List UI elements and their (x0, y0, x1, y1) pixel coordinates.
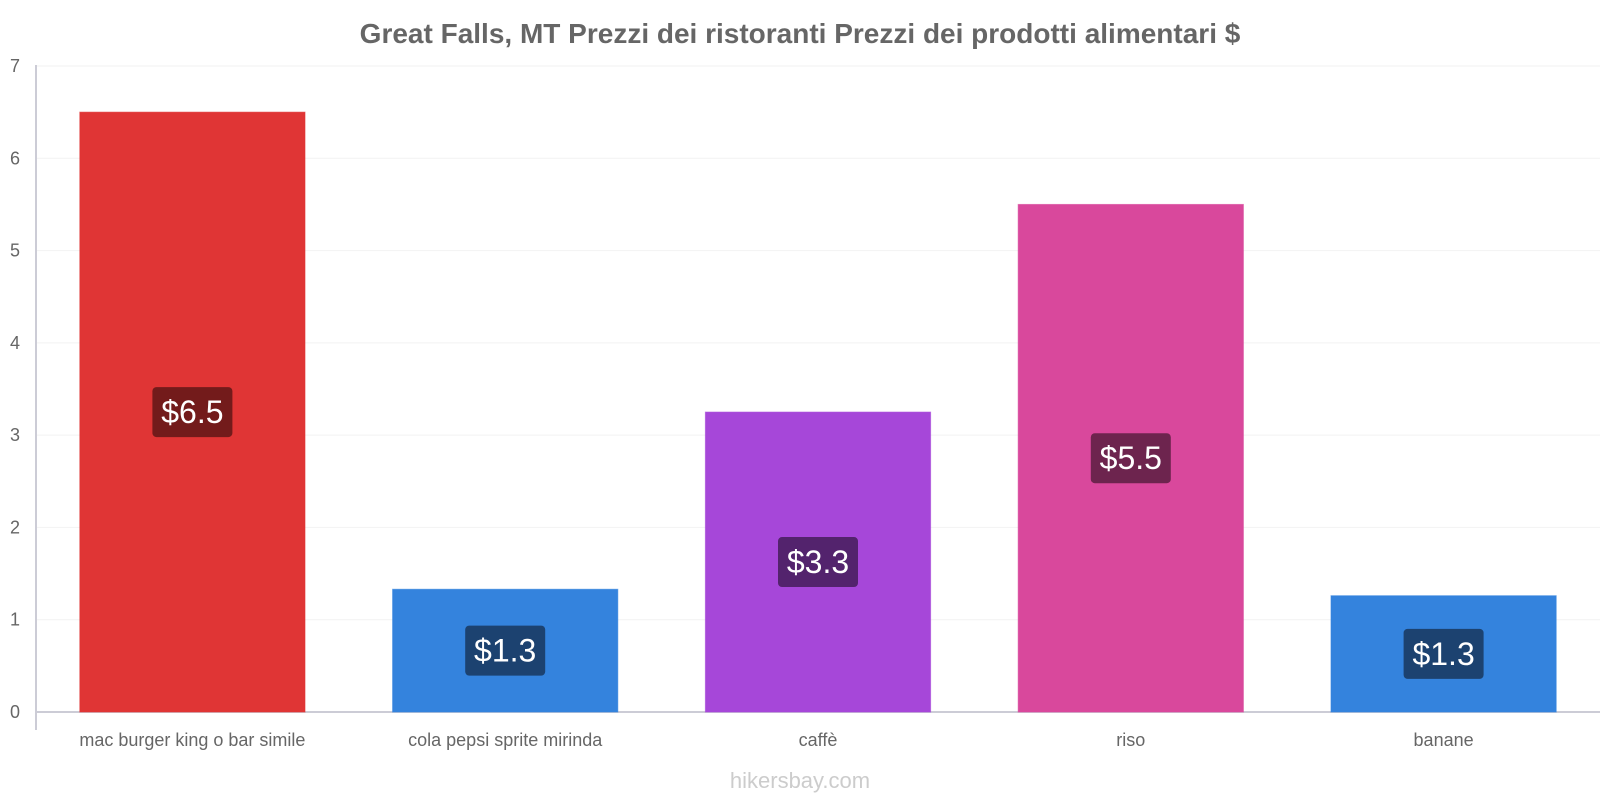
value-labels: $6.5 $1.3 $3.3 $5.5 $1.3 (152, 387, 1484, 679)
watermark: hikersbay.com (730, 768, 870, 793)
value-label: $1.3 (1412, 636, 1474, 672)
value-label-box (152, 387, 233, 438)
x-tick-label: cola pepsi sprite mirinda (408, 730, 603, 750)
bar (1330, 595, 1557, 713)
value-label-box (778, 537, 858, 588)
y-tick-label: 3 (10, 425, 20, 445)
y-tick-label: 7 (10, 56, 20, 76)
x-tick-label: mac burger king o bar simile (79, 730, 305, 750)
y-tick-label: 1 (10, 610, 20, 630)
x-tick-label: banane (1414, 730, 1474, 750)
value-label-box (1090, 433, 1171, 484)
y-tick-label: 4 (10, 333, 20, 353)
y-tick-label: 5 (10, 241, 20, 261)
x-tick-label: caffè (799, 730, 838, 750)
chart-title: Great Falls, MT Prezzi dei ristoranti Pr… (360, 18, 1241, 49)
value-label: $5.5 (1100, 440, 1162, 476)
y-tick-labels: 0 1 2 3 4 5 6 7 (10, 56, 20, 722)
value-label: $1.3 (474, 633, 536, 669)
value-label-box (1403, 628, 1484, 679)
y-tick-label: 0 (10, 702, 20, 722)
x-tick-label: riso (1116, 730, 1145, 750)
bar (79, 111, 306, 713)
y-tick-label: 6 (10, 148, 20, 168)
x-tick-labels: mac burger king o bar simile cola pepsi s… (79, 730, 1473, 750)
value-label-box (465, 625, 546, 676)
value-label: $6.5 (161, 394, 223, 430)
bars (79, 111, 1557, 713)
value-label: $3.3 (787, 544, 849, 580)
y-tick-label: 2 (10, 517, 20, 537)
